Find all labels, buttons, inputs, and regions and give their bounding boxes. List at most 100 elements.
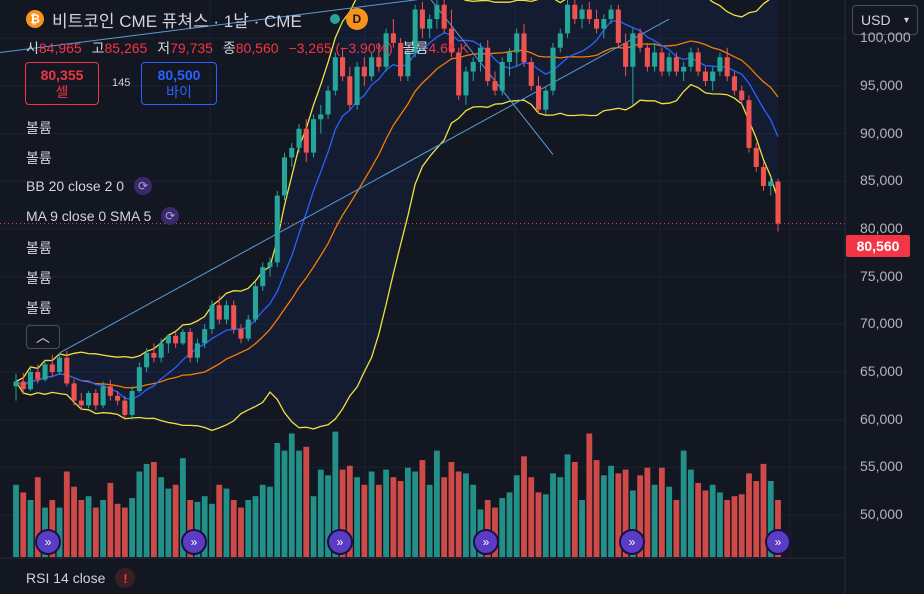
candle-body[interactable]: [49, 364, 55, 372]
symbol-header[interactable]: ₿ 비트코인 CME 퓨쳐스 · 1날 · CME D: [26, 8, 368, 31]
status-badge[interactable]: D: [345, 8, 368, 30]
candle-body[interactable]: [695, 52, 701, 72]
alert-icon[interactable]: !: [115, 568, 136, 588]
candle-body[interactable]: [637, 33, 643, 48]
candle-body[interactable]: [325, 90, 331, 115]
candle-body[interactable]: [535, 85, 542, 110]
candle-body[interactable]: [565, 4, 571, 34]
candle-body[interactable]: [173, 335, 179, 344]
candle-body[interactable]: [398, 42, 404, 77]
candle-body[interactable]: [115, 395, 121, 401]
candle-body[interactable]: [724, 57, 730, 77]
candle-body[interactable]: [151, 352, 157, 358]
candle-body[interactable]: [506, 52, 513, 62]
currency-select[interactable]: USD ▾: [852, 5, 918, 35]
candle-body[interactable]: [390, 33, 396, 43]
candle-body[interactable]: [702, 71, 708, 82]
candle-body[interactable]: [594, 19, 600, 29]
candle-body[interactable]: [746, 100, 752, 148]
event-marker-icon[interactable]: »: [327, 529, 353, 555]
candle-body[interactable]: [354, 66, 360, 105]
candle-body[interactable]: [405, 52, 411, 77]
candle-body[interactable]: [463, 71, 469, 96]
candle-body[interactable]: [666, 57, 672, 72]
candle-body[interactable]: [753, 147, 759, 167]
candle-body[interactable]: [760, 166, 767, 186]
candle-body[interactable]: [528, 62, 534, 86]
candle-body[interactable]: [659, 52, 665, 72]
candle-body[interactable]: [652, 52, 658, 67]
event-marker-icon[interactable]: »: [181, 529, 207, 555]
candle-body[interactable]: [100, 386, 106, 406]
candle-body[interactable]: [129, 391, 135, 415]
candle-body[interactable]: [586, 9, 592, 20]
candle-body[interactable]: [86, 392, 92, 406]
event-marker-icon[interactable]: »: [765, 529, 791, 555]
legend-volume-4[interactable]: 볼륨: [26, 268, 52, 288]
candle-body[interactable]: [311, 119, 317, 153]
candle-body[interactable]: [180, 331, 186, 344]
candle-body[interactable]: [202, 329, 208, 344]
candle-body[interactable]: [419, 9, 425, 29]
candle-body[interactable]: [35, 372, 41, 380]
candle-body[interactable]: [768, 181, 774, 186]
candle-body[interactable]: [572, 4, 578, 20]
legend-volume-2[interactable]: 볼륨: [26, 148, 52, 168]
legend-bb[interactable]: BB 20 close 2 0 ⟳: [26, 177, 153, 195]
candle-body[interactable]: [521, 33, 527, 62]
candle-body[interactable]: [615, 9, 621, 43]
legend-volume-3[interactable]: 볼륨: [26, 238, 52, 258]
candle-body[interactable]: [369, 57, 375, 77]
candle-body[interactable]: [514, 33, 520, 53]
candle-body[interactable]: [165, 335, 171, 344]
refresh-icon[interactable]: ⟳: [134, 177, 153, 195]
candle-body[interactable]: [543, 90, 549, 110]
candle-body[interactable]: [739, 90, 745, 101]
candle-body[interactable]: [64, 357, 70, 384]
candle-body[interactable]: [71, 383, 77, 401]
candle-body[interactable]: [448, 28, 454, 53]
candle-body[interactable]: [550, 47, 556, 91]
event-marker-icon[interactable]: »: [473, 529, 499, 555]
candle-body[interactable]: [289, 147, 295, 158]
candle-body[interactable]: [93, 392, 99, 406]
candle-body[interactable]: [20, 381, 26, 390]
candle-body[interactable]: [470, 62, 476, 72]
candle-body[interactable]: [441, 4, 447, 29]
candle-body[interactable]: [296, 128, 302, 148]
candle-body[interactable]: [688, 52, 694, 67]
candle-body[interactable]: [608, 9, 614, 20]
event-marker-icon[interactable]: »: [619, 529, 645, 555]
candles[interactable]: [13, 0, 781, 420]
candle-body[interactable]: [434, 4, 440, 20]
candle-body[interactable]: [122, 400, 128, 415]
candle-body[interactable]: [187, 331, 193, 358]
candle-body[interactable]: [332, 57, 338, 91]
candle-body[interactable]: [303, 128, 309, 153]
candle-body[interactable]: [717, 57, 723, 72]
candle-body[interactable]: [238, 329, 244, 339]
candle-body[interactable]: [376, 57, 382, 67]
candle-body[interactable]: [710, 71, 716, 82]
collapse-legend-button[interactable]: ︿: [26, 325, 60, 349]
candle-body[interactable]: [579, 9, 585, 20]
candle-body[interactable]: [231, 305, 237, 330]
candle-body[interactable]: [216, 305, 222, 320]
candle-body[interactable]: [485, 47, 491, 82]
candle-body[interactable]: [107, 386, 113, 396]
rsi-legend[interactable]: RSI 14 close !: [26, 568, 136, 588]
candle-body[interactable]: [412, 9, 418, 53]
candle-body[interactable]: [673, 57, 679, 72]
candle-body[interactable]: [281, 157, 288, 196]
candle-body[interactable]: [477, 47, 483, 62]
candle-body[interactable]: [456, 52, 462, 96]
candle-body[interactable]: [78, 400, 84, 406]
candle-body[interactable]: [383, 33, 389, 67]
candle-body[interactable]: [681, 66, 687, 72]
candle-body[interactable]: [361, 66, 367, 77]
candle-body[interactable]: [775, 181, 781, 224]
candle-body[interactable]: [347, 76, 353, 105]
candle-body[interactable]: [492, 81, 498, 91]
candle-body[interactable]: [731, 76, 737, 91]
